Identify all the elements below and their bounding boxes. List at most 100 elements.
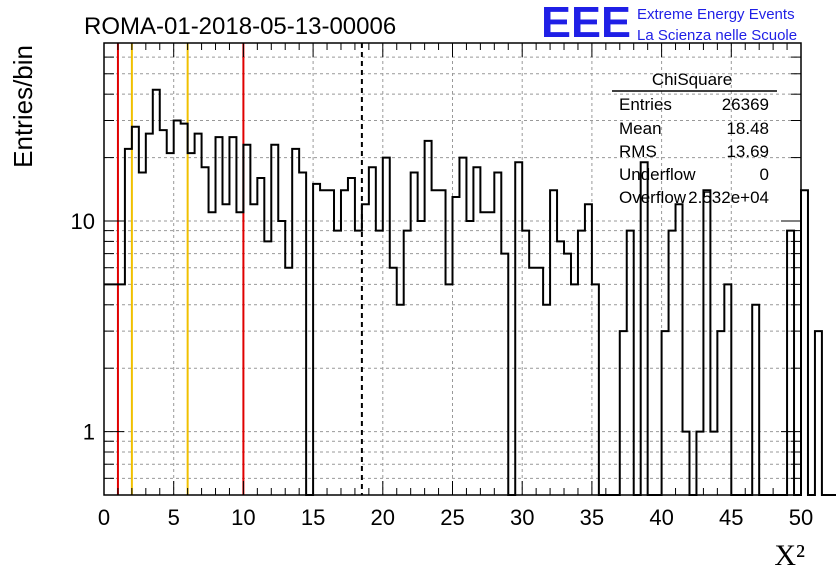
histogram-bin (188, 153, 195, 495)
histogram-bin (459, 158, 466, 495)
histogram-bin (752, 305, 759, 495)
histogram-bin (585, 204, 592, 495)
histogram-bin (181, 124, 188, 495)
x-tick-label: 40 (649, 505, 673, 530)
histogram-bin (676, 204, 683, 495)
histogram-bin (383, 158, 390, 495)
histogram-bin (515, 162, 522, 495)
histogram-bin (641, 162, 648, 495)
histogram-bin (446, 284, 453, 495)
chart-title: ROMA-01-2018-05-13-00006 (84, 13, 396, 40)
histogram-bin (111, 284, 118, 495)
stats-value-mean: 18.48 (726, 119, 769, 138)
stats-box: ChiSquare Entries 26369 Mean 18.48 RMS 1… (612, 70, 777, 207)
histogram-bin (564, 254, 571, 495)
y-tick-label: 10 (71, 209, 95, 234)
histogram-bin (341, 190, 348, 495)
x-tick-label: 10 (231, 505, 255, 530)
histogram-bin (390, 268, 397, 495)
histogram-bin (480, 212, 487, 495)
histogram-bin (222, 204, 229, 495)
x-axis-label: X² (774, 539, 805, 572)
x-tick-label: 25 (440, 505, 464, 530)
histogram-bin (522, 231, 529, 495)
y-tick-labels: 1 10 (71, 209, 95, 445)
histogram-bin (271, 145, 278, 495)
x-tick-label: 50 (789, 505, 813, 530)
stats-value-underflow: 0 (760, 165, 769, 184)
histogram-bin (250, 204, 257, 495)
histogram-bin (466, 221, 473, 495)
histogram-bin (397, 305, 404, 495)
histogram-bin (118, 284, 125, 495)
histogram-bin (529, 268, 536, 495)
axis-ticks (103, 43, 802, 495)
y-axis-label: Entries/bin (8, 45, 38, 168)
histogram-bin (787, 231, 794, 495)
y-tick-label: 1 (83, 420, 95, 445)
histogram-bin (153, 90, 160, 495)
histogram-bin (236, 212, 243, 495)
x-tick-labels: 0 5 10 15 20 25 30 35 40 45 50 (98, 505, 813, 530)
eee-logo: EEE (541, 0, 631, 47)
histogram-bin (801, 190, 808, 495)
logo-line-1: Extreme Energy Events (637, 6, 795, 23)
histogram-bin (620, 331, 627, 495)
histogram-bin (334, 231, 341, 495)
histogram-bin (543, 305, 550, 495)
stats-label-mean: Mean (619, 119, 662, 138)
histogram-bin (257, 178, 264, 495)
histogram-bin (160, 130, 167, 495)
histogram-bin (571, 284, 578, 495)
stats-value-rms: 13.69 (726, 142, 769, 161)
x-tick-label: 20 (371, 505, 395, 530)
stats-label-overflow: Overflow (619, 188, 687, 207)
histogram-bin (292, 149, 299, 495)
histogram-bin (355, 231, 362, 495)
histogram-bin (243, 145, 250, 495)
x-tick-label: 0 (98, 505, 110, 530)
histogram-bin (425, 141, 432, 495)
histogram-bin (487, 212, 494, 495)
histogram-bin (278, 221, 285, 495)
stats-label-underflow: Underflow (619, 165, 696, 184)
stats-label-entries: Entries (619, 95, 672, 114)
histogram-bin (348, 178, 355, 495)
histogram-bin (132, 127, 139, 495)
stats-label-rms: RMS (619, 142, 657, 161)
x-tick-label: 45 (719, 505, 743, 530)
histogram-bin (418, 221, 425, 495)
stats-value-overflow: 2.532e+04 (688, 188, 769, 207)
histogram-bin (815, 331, 822, 495)
histogram-bin (662, 331, 669, 495)
histogram-bin (174, 121, 181, 495)
histogram-bin (376, 231, 383, 495)
x-tick-label: 5 (168, 505, 180, 530)
histogram-bin (717, 331, 724, 495)
histogram-bin (501, 254, 508, 495)
stats-value-entries: 26369 (722, 95, 769, 114)
histogram-bin (592, 284, 599, 495)
histogram-bin (703, 190, 710, 495)
x-tick-label: 35 (580, 505, 604, 530)
histogram-bin (320, 190, 327, 495)
histogram-bin (550, 190, 557, 495)
histogram-bin (627, 231, 634, 495)
histogram-bin (536, 268, 543, 495)
histogram-bin (167, 153, 174, 495)
histogram-bin (404, 231, 411, 495)
histogram-bin (432, 190, 439, 495)
x-tick-label: 15 (301, 505, 325, 530)
histogram-bin (439, 190, 446, 495)
histogram-bin (104, 284, 111, 495)
reference-lines (116, 43, 363, 495)
x-tick-label: 30 (510, 505, 534, 530)
histogram-bin (285, 268, 292, 495)
histogram-bin (669, 231, 676, 495)
histogram-bin (125, 149, 132, 495)
stats-title: ChiSquare (652, 70, 732, 89)
histogram-bin (327, 190, 334, 495)
histogram-bin (362, 204, 369, 495)
histogram-bin (724, 284, 731, 495)
